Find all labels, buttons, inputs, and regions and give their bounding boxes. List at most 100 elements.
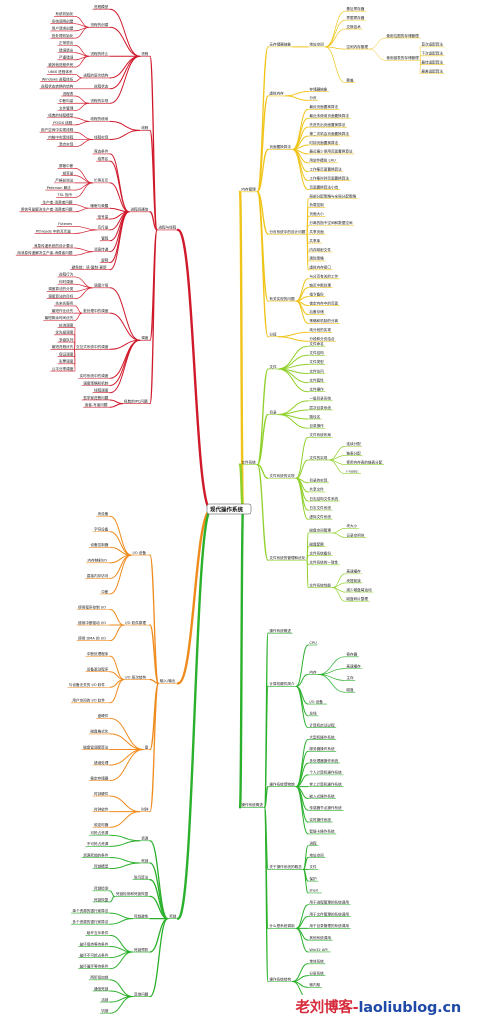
mind-map-node: 分离的指令空间和数据空间	[309, 220, 353, 225]
branch-connector	[263, 806, 269, 983]
mind-map-node: 锁变量	[63, 170, 74, 175]
branch-connector	[109, 8, 141, 57]
mind-map-node: 内核中实现线程	[48, 134, 74, 139]
mind-map-node: 中断	[101, 589, 109, 594]
mind-map-node: 进程	[309, 841, 317, 846]
branch-connector	[332, 587, 346, 602]
branch-connector	[263, 786, 269, 808]
branch-connector	[277, 336, 309, 342]
mind-map-node: 目录	[269, 409, 277, 414]
branch-connector	[284, 95, 309, 101]
mind-map-node: 传感器节点操作系统	[309, 805, 342, 810]
branch-connector	[256, 413, 269, 466]
mind-map-node: 连续分配	[346, 441, 361, 446]
mind-map-node: 共享库	[309, 238, 320, 243]
mind-map-node: 操作系统概述	[269, 628, 291, 633]
branch-connector	[74, 102, 90, 111]
branch-connector	[295, 685, 309, 717]
mind-map-node: 睡眠与唤醒	[90, 203, 108, 208]
mind-map-node: 调度算法的目标	[48, 293, 74, 298]
branch-connector	[369, 48, 386, 61]
branch-connector	[292, 148, 309, 191]
mind-map-node: 覆盖	[346, 77, 354, 82]
mind-map-node: 第二次机会页面置换算法	[309, 131, 349, 136]
branch-connector	[277, 409, 309, 416]
mind-map-node: 进程与线程	[158, 225, 176, 230]
mind-map-node: 资源	[141, 836, 149, 841]
watermark-domain: laoliublog.cn	[358, 1000, 462, 1016]
mind-map-node: 纯分段的实现	[309, 327, 331, 332]
mind-map-node: 计算机启动过程	[309, 722, 335, 727]
mind-map-node: 缺页中断处理	[309, 282, 331, 287]
mind-map-node: CPU	[309, 641, 317, 645]
mind-map-node: 操作系统结构	[269, 976, 291, 981]
mind-map-node: 分页系统中的设计问题	[269, 229, 305, 234]
mind-map-node: shell	[309, 889, 317, 893]
mind-map-node: 互斥量	[98, 225, 109, 230]
mind-map-node: 最短剩余时间优先	[45, 315, 74, 320]
mind-map-node: 使用 DMA 的 I/O	[78, 635, 106, 640]
branch-connector	[317, 674, 346, 693]
mind-map-node: 用消息传递解决生产者-消费者问题	[17, 250, 73, 255]
branch-connector	[295, 477, 309, 520]
mind-map-node: 最差适配算法	[421, 68, 443, 73]
branch-connector	[109, 339, 141, 386]
mind-map-node: 文件	[269, 364, 277, 369]
mind-map-node: 进程的层次结构	[83, 73, 109, 78]
mind-map-node: 忙等互斥	[94, 178, 109, 183]
branch-connector	[109, 795, 141, 813]
mind-map-node: 经典的线程模型	[48, 113, 74, 118]
mind-map-node: 用软件模拟 LRU	[309, 158, 336, 163]
mind-map-node: 磁盘臂调度算法	[83, 744, 109, 749]
mind-map-node: 用户空间中实现线程	[41, 127, 74, 132]
mind-map-node: 块提前读	[346, 578, 361, 583]
branch-connector	[263, 685, 269, 808]
mind-map-node: 下次适配算法	[421, 51, 443, 56]
mind-map-node: Win32 API	[309, 948, 327, 952]
mind-map-node: 进程状态转换的结构	[41, 84, 74, 89]
mind-map-node: 文件属性	[309, 377, 324, 382]
mind-map-node: 严格轮询法	[55, 178, 73, 183]
mind-map-node: 中断向量	[59, 98, 74, 103]
mind-map-node: 文件命名	[309, 341, 324, 346]
mind-map-node: 死锁避免	[134, 913, 149, 918]
mind-map-node: 进程行为	[59, 272, 74, 277]
branch-connector	[277, 368, 309, 393]
mind-map-node: 管程	[101, 236, 109, 241]
branch-connector	[109, 834, 141, 842]
mind-map-node: 磁盘碎片整理	[346, 596, 368, 601]
branch-connector	[325, 19, 346, 48]
branch-connector	[74, 55, 90, 68]
branch-connector	[109, 339, 141, 394]
branch-connector	[74, 26, 90, 39]
branch-connector	[295, 738, 309, 788]
mind-map-node: 日志文件系统	[309, 505, 331, 510]
mind-map-node: 文件结构	[309, 350, 324, 355]
branch-connector	[149, 678, 160, 685]
mind-map-node: I/O 设备	[133, 550, 147, 555]
branch-connector	[109, 182, 130, 213]
branch-connector	[109, 55, 141, 90]
mind-map-node: 地址空间	[309, 42, 324, 47]
root-node-box	[206, 503, 252, 515]
mind-map-node: 优先级调度	[55, 330, 73, 335]
branch-connector	[109, 748, 144, 782]
branch-connector	[109, 748, 144, 766]
mind-map-node: 首次适配算法	[421, 42, 443, 47]
mind-map-node: I/O 软件原理	[125, 620, 146, 625]
mind-map-node: 最近最少使用页面置换算法	[309, 149, 353, 154]
branch-connector	[109, 26, 141, 57]
branch-connector	[295, 436, 309, 479]
mind-map-node: 设备控制器	[90, 542, 108, 547]
branch-connector	[109, 609, 125, 626]
mind-map-node: 文件类型	[309, 359, 324, 364]
mind-map-node: 用于目录管理的系统调用	[309, 923, 349, 928]
branch-connector	[256, 95, 269, 193]
mind-map-node: 先来先服务	[55, 301, 73, 306]
mind-map-node: 进程间通信	[130, 207, 148, 212]
branch-connector	[109, 951, 134, 970]
branch-connector	[295, 300, 309, 324]
branch-connector	[256, 191, 269, 338]
branch-connector	[109, 717, 144, 750]
branch-connector	[149, 554, 160, 685]
